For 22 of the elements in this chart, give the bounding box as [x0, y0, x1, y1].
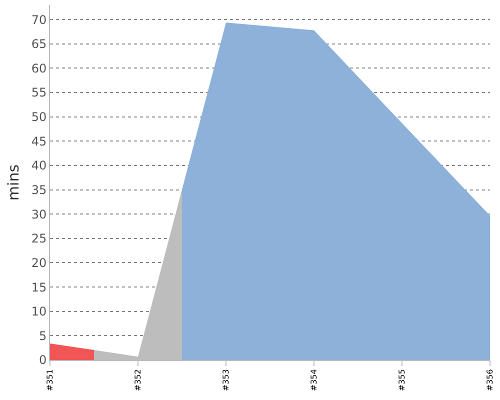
x-tick-label: #351 [46, 369, 55, 392]
x-tick-label: #354 [310, 369, 319, 392]
y-tick-label: 5 [38, 328, 47, 343]
y-tick-label: 70 [31, 12, 47, 27]
x-tick-label: #352 [134, 369, 143, 392]
y-tick-label: 60 [31, 61, 47, 76]
y-tick-label: 55 [31, 86, 47, 100]
y-tick-label: 45 [31, 134, 47, 148]
y-tick-label: 10 [31, 304, 47, 319]
y-tick-label: 40 [31, 158, 47, 173]
y-tick-label: 50 [31, 110, 47, 124]
y-tick-label: 30 [31, 207, 47, 222]
y-tick-label: 15 [31, 280, 47, 294]
y-tick-label: 35 [31, 182, 47, 197]
x-tick-label: #355 [398, 369, 407, 392]
y-tick-label: 20 [31, 256, 47, 270]
y-tick-label: 0 [38, 353, 47, 368]
y-axis-title: mins [4, 164, 23, 201]
x-tick-label: #353 [222, 369, 231, 392]
y-tick-label: 65 [31, 37, 47, 52]
y-tick-label: 25 [31, 232, 47, 246]
x-tick-label: #356 [486, 369, 495, 392]
